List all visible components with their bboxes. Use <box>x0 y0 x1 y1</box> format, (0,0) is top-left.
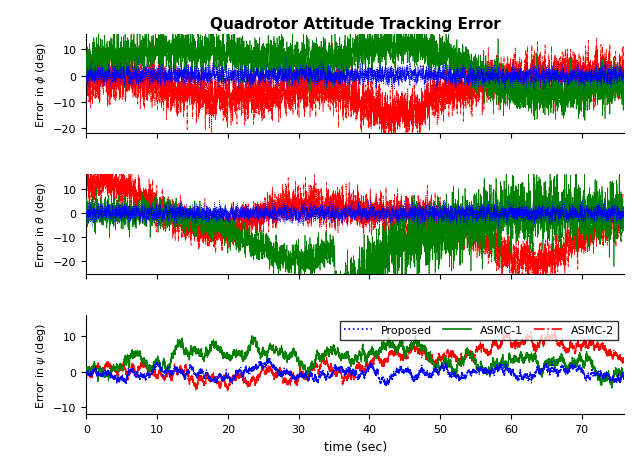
Y-axis label: Error in $\psi$ (deg): Error in $\psi$ (deg) <box>34 322 48 408</box>
Y-axis label: Error in $\theta$ (deg): Error in $\theta$ (deg) <box>34 181 47 268</box>
Legend: Proposed, ASMC-1, ASMC-2: Proposed, ASMC-1, ASMC-2 <box>340 321 618 340</box>
Y-axis label: Error in $\phi$ (deg): Error in $\phi$ (deg) <box>34 41 47 127</box>
Title: Quadrotor Attitude Tracking Error: Quadrotor Attitude Tracking Error <box>210 17 500 32</box>
X-axis label: time (sec): time (sec) <box>324 439 387 452</box>
